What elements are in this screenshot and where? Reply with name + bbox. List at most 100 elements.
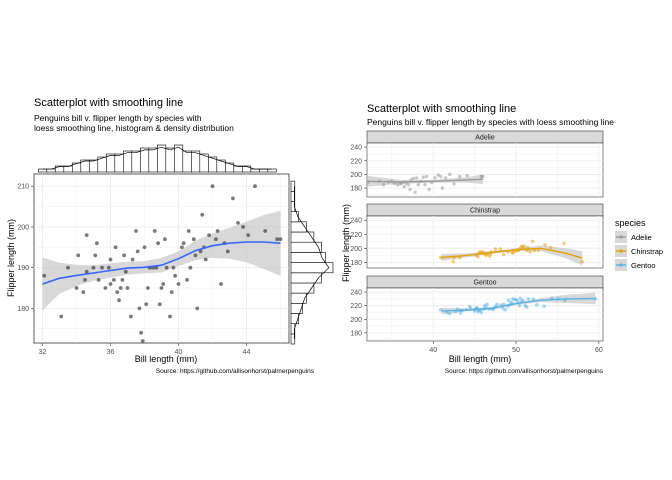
facet-confidence-band-adelie	[367, 174, 483, 187]
left-right-histogram-bar	[290, 241, 322, 253]
left-data-point	[134, 229, 138, 233]
facet-data-point-adelie	[402, 185, 406, 189]
left-x-axis-label: Bill length (mm)	[135, 354, 198, 364]
facet-data-point-adelie	[440, 186, 445, 190]
left-data-point	[181, 241, 186, 246]
left-smoothing-line	[42, 241, 281, 285]
left-top-histogram-bar	[267, 168, 277, 173]
facet-x-tick-label: 40	[429, 347, 437, 354]
facet-data-point-gentoo	[542, 304, 546, 308]
left-data-point	[76, 253, 81, 258]
left-top-histogram-bar	[233, 165, 243, 173]
left-top-histogram-bar	[54, 165, 65, 173]
left-x-tick-label: 40	[175, 349, 183, 356]
facet-y-tick-label: 220	[350, 158, 362, 165]
left-data-point	[176, 282, 181, 286]
left-data-point	[198, 249, 203, 254]
left-y-tick-label: 210	[17, 184, 29, 191]
left-data-point	[275, 237, 279, 242]
facet-data-point-gentoo	[531, 297, 536, 301]
left-data-point	[59, 314, 64, 319]
facet-data-point-chinstrap	[580, 260, 584, 264]
left-right-histogram-bar	[290, 180, 296, 192]
facet-data-point-adelie	[423, 183, 427, 187]
facet-data-point-gentoo	[495, 302, 499, 306]
left-data-point	[253, 184, 257, 189]
facet-data-point-gentoo	[475, 306, 479, 310]
facet-data-point-chinstrap	[478, 250, 483, 254]
left-top-histogram-bar	[148, 147, 158, 173]
facet-panel-adelie	[366, 142, 604, 198]
left-data-point	[84, 269, 89, 274]
left-data-point	[188, 265, 193, 270]
left-data-point	[144, 302, 149, 307]
facet-data-point-chinstrap	[439, 255, 443, 260]
left-data-point	[241, 225, 246, 229]
left-data-point	[140, 339, 145, 343]
left-data-point	[236, 221, 240, 225]
left-data-point	[169, 290, 174, 294]
left-top-histogram-bar	[165, 147, 175, 173]
left-right-histogram-bar	[290, 211, 299, 223]
left-right-histogram-bar	[290, 292, 307, 304]
left-data-point	[163, 237, 167, 242]
facet-data-point-adelie	[427, 187, 431, 192]
facet-y-tick-label: 220	[350, 232, 362, 239]
facet-smoothing-line-gentoo	[441, 297, 596, 312]
right-faceted-plot: Adelie 180 200 220 240 Chinstrap 180 200 220 240 G…	[350, 130, 604, 354]
left-data-point	[164, 265, 169, 270]
left-data-point	[129, 314, 133, 319]
left-data-point	[95, 241, 99, 246]
left-right-marginal-histogram	[290, 180, 334, 345]
right-source-caption: Source: https://github.com/allisonhorst/…	[445, 368, 604, 375]
facet-data-point-gentoo	[485, 302, 489, 306]
left-data-point	[106, 265, 111, 270]
facet-data-point-chinstrap	[549, 245, 553, 250]
left-data-point	[83, 278, 87, 282]
right-chart-title: Scatterplot with smoothing line	[367, 103, 516, 115]
facet-data-point-adelie	[409, 178, 413, 182]
left-data-point	[207, 233, 212, 238]
facet-x-tick-label: 60	[595, 347, 603, 354]
legend-point-gentoo	[619, 263, 623, 267]
facet-data-point-chinstrap	[528, 250, 532, 254]
left-data-point	[156, 241, 161, 246]
left-data-point	[103, 286, 108, 290]
species-legend: species Adelie Chinstrap Gentoo	[615, 218, 663, 271]
facet-data-point-adelie	[421, 175, 425, 179]
left-data-point	[96, 278, 101, 282]
left-right-histogram-bar	[290, 313, 299, 324]
left-top-histogram-bar	[157, 144, 167, 173]
facet-data-point-adelie	[413, 190, 417, 194]
left-data-point	[112, 278, 116, 282]
facet-y-tick-label: 180	[350, 260, 362, 267]
left-confidence-band	[42, 210, 281, 311]
left-data-point	[42, 273, 47, 278]
facet-data-point-chinstrap	[536, 248, 541, 253]
facet-data-point-adelie	[408, 187, 412, 192]
left-data-point	[246, 233, 251, 238]
left-data-point	[203, 257, 208, 262]
left-data-point	[210, 184, 215, 189]
left-data-point	[263, 229, 268, 233]
facet-smoothing-line-adelie	[366, 178, 483, 183]
legend-label-chinstrap: Chinstrap	[631, 247, 663, 256]
left-data-point	[200, 212, 205, 217]
left-data-point	[120, 278, 125, 282]
left-right-histogram-bar	[290, 252, 326, 263]
facet-y-tick-label: 240	[350, 290, 362, 297]
left-data-point	[157, 302, 162, 307]
left-data-point	[152, 229, 157, 233]
left-data-point	[113, 245, 118, 250]
left-data-point	[93, 253, 98, 258]
left-source-caption: Source: https://github.com/allisonhorst/…	[156, 368, 315, 375]
facet-data-point-adelie	[411, 176, 416, 181]
facet-data-point-chinstrap	[476, 255, 480, 259]
left-data-point	[108, 282, 113, 286]
left-data-point	[185, 278, 189, 282]
left-data-point	[180, 245, 184, 250]
facet-data-point-chinstrap	[501, 252, 506, 257]
left-top-histogram-bar	[114, 153, 124, 173]
facet-data-point-gentoo	[503, 308, 507, 312]
